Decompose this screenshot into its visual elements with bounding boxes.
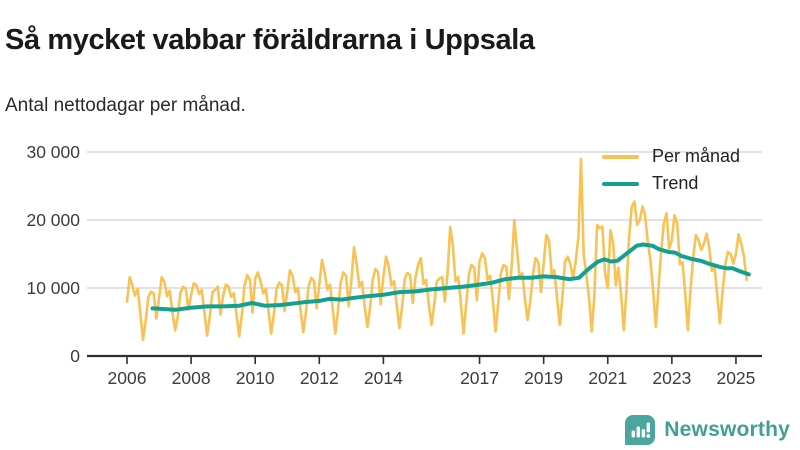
per-month-line [125,157,748,341]
per-month-line-swatch [602,154,639,159]
page-title: Så mycket vabbar föräldrarna i Uppsala [5,24,535,57]
x-tick-label: 2019 [524,368,563,388]
x-tick-label: 2006 [108,368,147,388]
trend-line [150,242,751,312]
line-chart: 0 10 000 20 000 30 000 2006 2008 2010 2012 2014 2… [26,142,762,388]
y-tick-label: 30 000 [26,142,80,162]
y-tick-label: 0 [70,346,80,366]
trend-line-swatch [602,181,639,186]
legend-label-trend: Trend [652,173,699,193]
legend-item-per-month: Per månad [602,146,741,166]
y-tick-label: 20 000 [26,210,80,230]
x-tick-label: 2010 [236,368,275,388]
x-tick-label: 2012 [300,368,339,388]
x-tick-label: 2021 [588,368,627,388]
chart-legend: Per månad Trend [602,146,741,193]
chart-subtitle: Antal nettodagar per månad. [5,95,246,116]
newsworthy-logo: Newsworthy [624,414,790,446]
legend-label-per-month: Per månad [652,146,741,166]
x-tick-label: 2014 [364,368,403,388]
y-tick-label: 10 000 [26,278,80,298]
legend-item-trend: Trend [602,173,740,193]
bar-chart-speech-bubble-icon [625,415,656,445]
x-tick-label: 2017 [460,368,499,388]
x-tick-label: 2025 [716,368,755,388]
brand-name: Newsworthy [664,418,790,441]
x-tick-label: 2008 [172,368,211,388]
x-tick-label: 2023 [652,368,691,388]
